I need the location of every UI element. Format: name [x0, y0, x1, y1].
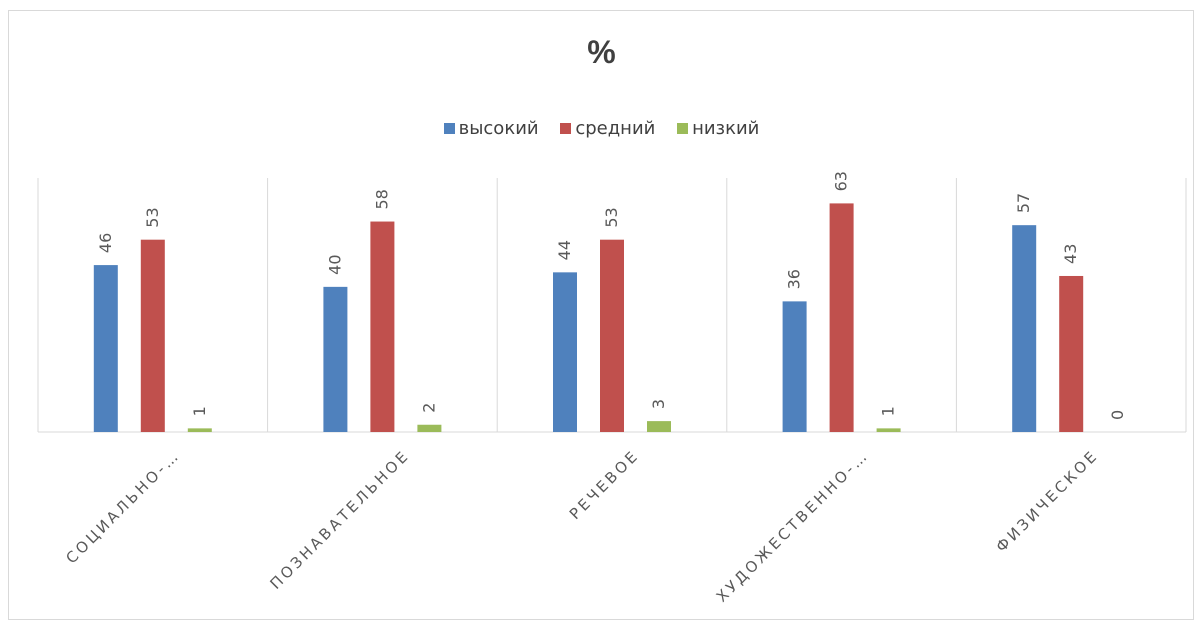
category-label: ХУДОЖЕСТВЕННО-…: [713, 446, 873, 606]
category-label: ФИЗИЧЕСКОЕ: [992, 446, 1102, 556]
chart-title: %: [587, 34, 616, 70]
data-label: 36: [785, 269, 804, 289]
legend-swatch-medium: [560, 123, 572, 134]
data-label: 43: [1061, 244, 1080, 264]
bar: [782, 301, 807, 432]
data-label: 57: [1014, 193, 1033, 213]
bar: [370, 221, 395, 432]
bar: [600, 239, 624, 432]
legend-item-medium: средний: [560, 118, 655, 139]
legend-swatch-low: [677, 123, 689, 134]
data-label: 46: [96, 233, 115, 253]
data-label: 58: [372, 189, 391, 209]
data-label: 53: [602, 207, 621, 227]
data-label: 1: [879, 406, 898, 416]
bar: [417, 424, 442, 432]
category-label: ПОЗНАВАТЕЛЬНОЕ: [266, 446, 413, 593]
bar: [187, 428, 212, 432]
bar: [1012, 225, 1037, 432]
bar: [876, 428, 901, 432]
category-label: СОЦИАЛЬНО-…: [62, 446, 183, 567]
category-label: РЕЧЕВОЕ: [566, 446, 643, 523]
bar: [553, 272, 577, 432]
legend-label-high: высокий: [458, 118, 539, 139]
legend-swatch-high: [443, 123, 455, 134]
data-label: 3: [649, 399, 668, 409]
data-label: 40: [325, 254, 344, 274]
bar: [140, 239, 165, 432]
bar: [93, 265, 118, 432]
data-label: 0: [1108, 410, 1127, 420]
data-label: 63: [832, 171, 851, 191]
legend-label-medium: средний: [575, 118, 656, 139]
data-label: 53: [143, 207, 162, 227]
bar: [829, 203, 854, 432]
data-label: 44: [555, 240, 574, 260]
bar: [1059, 275, 1084, 432]
bar: [323, 286, 348, 432]
legend-item-low: низкий: [677, 118, 759, 139]
legend-item-high: высокий: [443, 118, 539, 139]
chart-legend: высокий средний низкий: [0, 118, 1203, 139]
data-label: 1: [190, 406, 209, 416]
legend-label-low: низкий: [692, 118, 760, 139]
bar: [647, 421, 671, 432]
data-label: 2: [419, 403, 438, 413]
